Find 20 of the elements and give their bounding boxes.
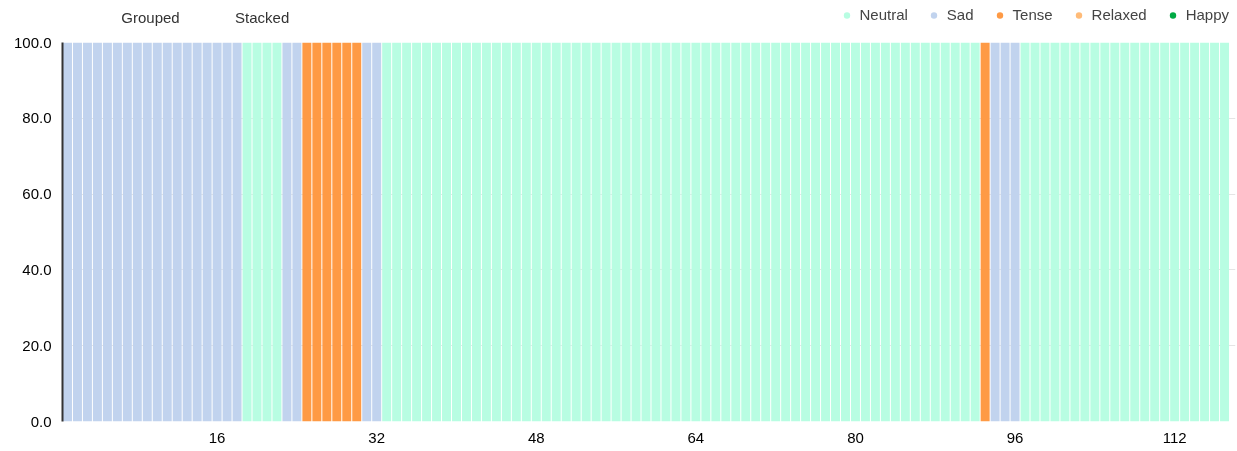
y-tick-label: 20.0 <box>22 336 52 354</box>
y-tick-label: 60.0 <box>22 185 52 203</box>
x-tick-label: 48 <box>527 428 545 446</box>
x-tick-label: 96 <box>1006 428 1024 446</box>
x-tick-label: 32 <box>368 428 386 446</box>
text: Grouped <box>121 9 180 26</box>
x-tick-label: 16 <box>208 428 226 446</box>
legend-label: Happy <box>1185 6 1229 23</box>
y-tick-label: 40.0 <box>22 260 52 278</box>
y-tick-label: 0.0 <box>30 412 52 430</box>
legend-label: Relaxed <box>1091 6 1147 23</box>
legend-label: Neutral <box>859 6 908 23</box>
x-tick-label: 112 <box>1162 428 1187 446</box>
x-tick-label: 64 <box>687 428 705 446</box>
legend-label: Sad <box>946 6 974 23</box>
y-tick-label: 100.0 <box>13 33 52 51</box>
y-tick-label: 80.0 <box>22 109 52 127</box>
x-tick-label: 80 <box>847 428 864 446</box>
legend-label: Tense <box>1012 6 1053 23</box>
text: Stacked <box>235 9 290 26</box>
